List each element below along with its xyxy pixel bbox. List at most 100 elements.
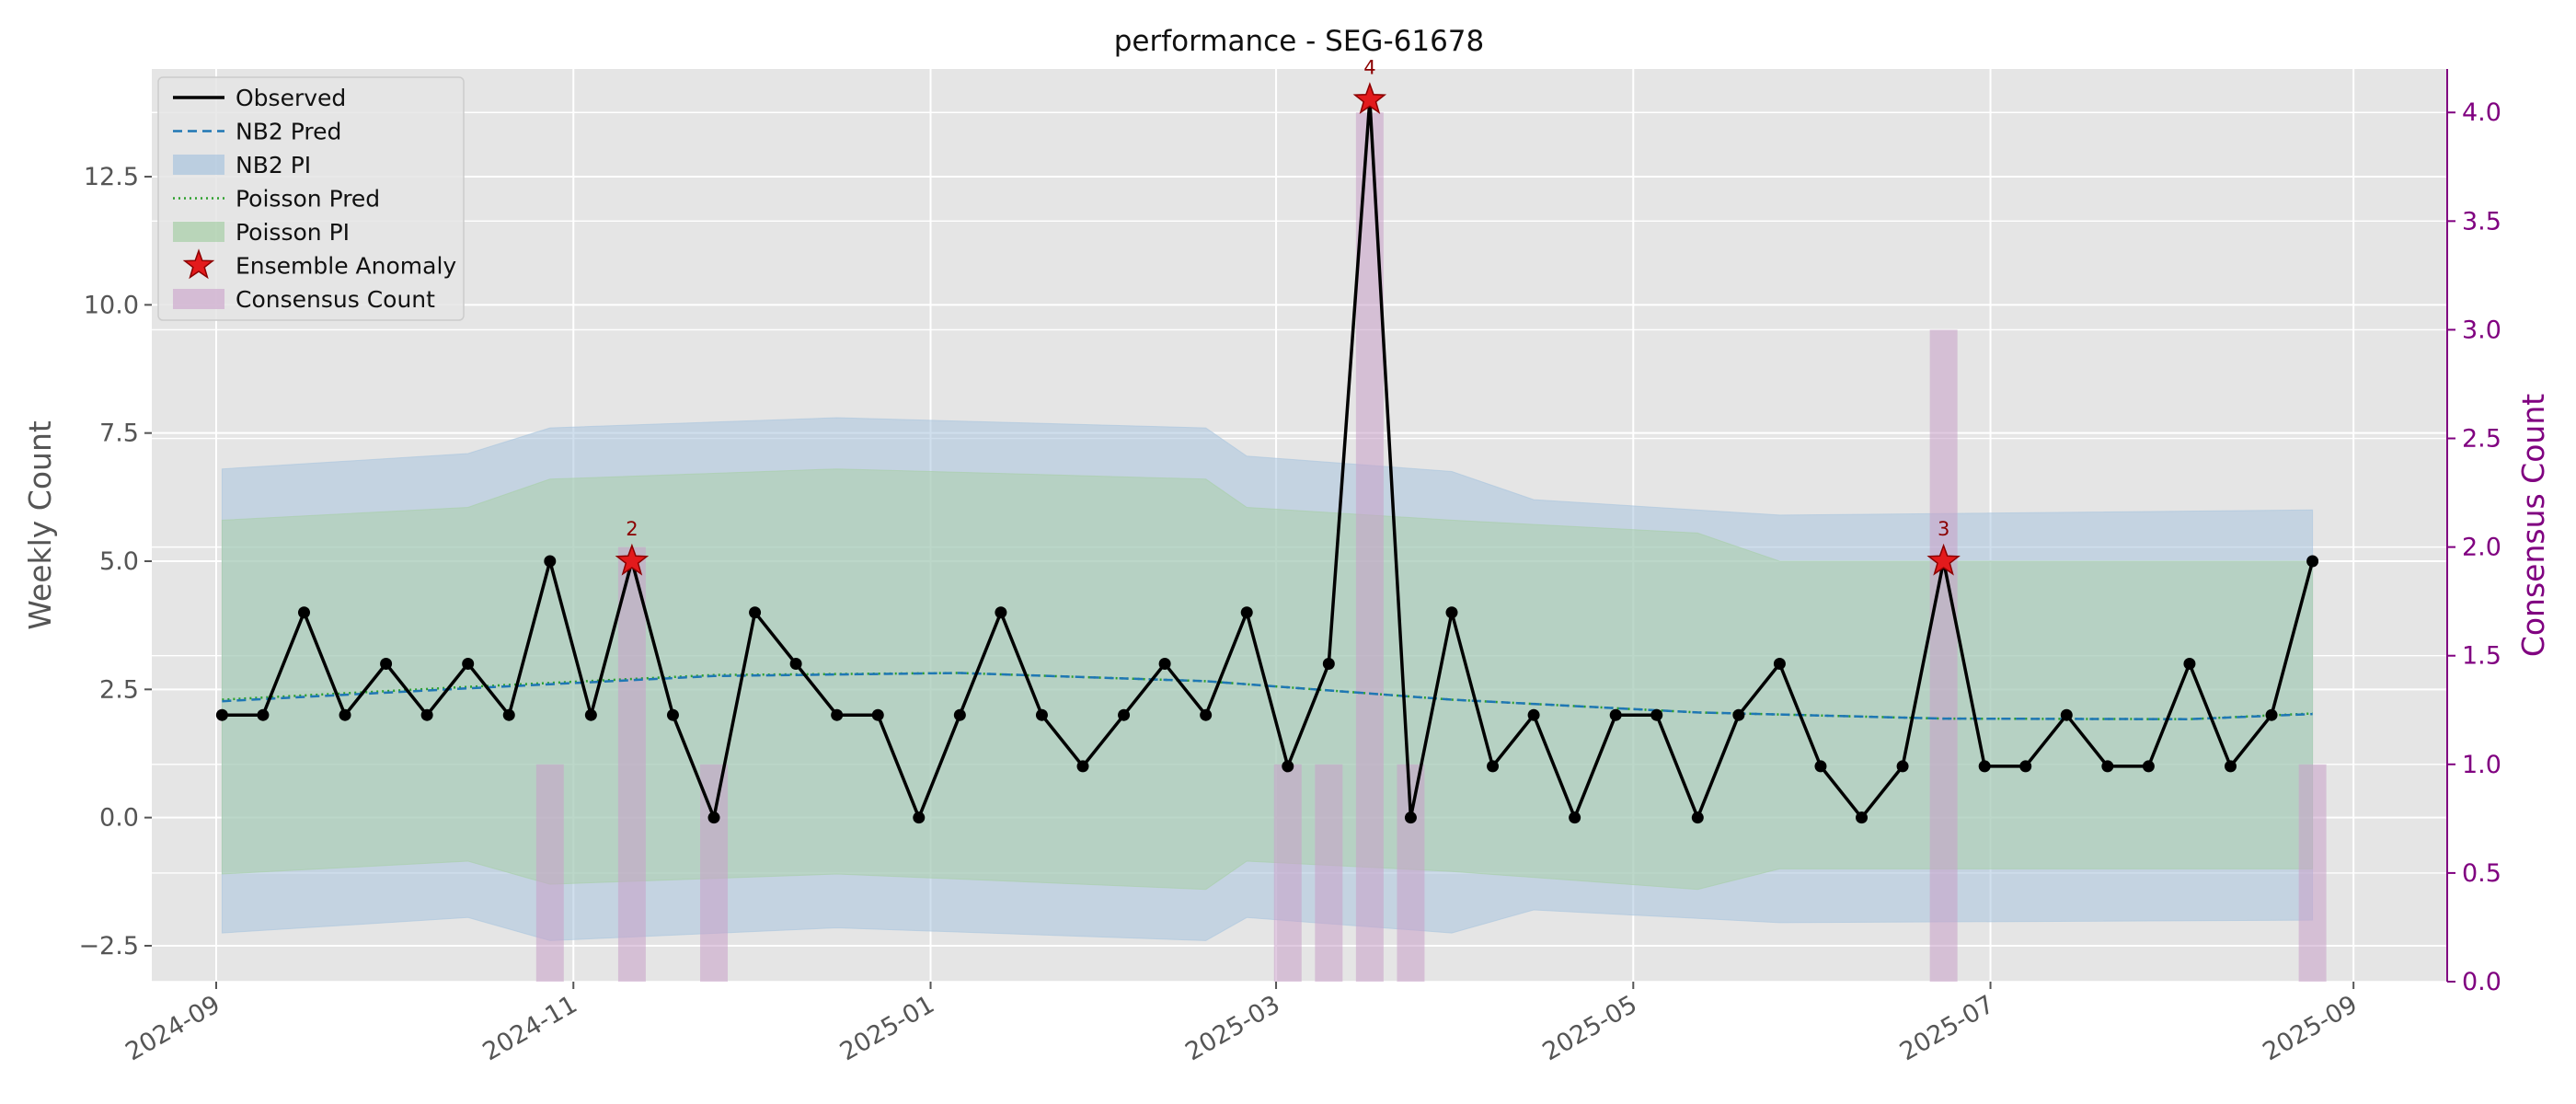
prediction-bands [221,417,2314,941]
observed-point [1035,708,1048,721]
observed-point [544,555,557,568]
observed-point [2306,555,2319,568]
observed-point [1691,811,1704,824]
observed-point [1158,657,1171,670]
x-tick-label: 2025-03 [1180,990,1284,1066]
y-axis-title: Weekly Count [22,420,58,630]
observed-point [1732,708,1745,721]
legend: Observed NB2 Pred NB2 PI Poisson Pred Poisso… [157,76,465,321]
observed-point [2142,760,2155,773]
observed-point [1445,606,1458,619]
x-tick-label: 2025-09 [2258,990,2362,1066]
legend-label: Poisson Pred [236,186,380,213]
x-tick-label: 2025-01 [835,990,939,1066]
observed-point [995,606,1007,619]
observed-point [502,708,515,721]
legend-swatch-anomaly [182,248,215,280]
legend-label: Consensus Count [236,286,435,313]
consensus-bar [1929,329,1958,982]
anomaly-label: 3 [1938,518,1949,540]
observed-point [2265,708,2278,721]
y2-tick-label: 3.0 [2462,316,2501,344]
x-tick-label: 2025-05 [1538,990,1642,1066]
anomaly-star [615,543,650,576]
observed-point [913,811,926,824]
legend-label: NB2 PI [236,152,311,178]
consensus-bar [535,764,564,982]
observed-point [1650,708,1663,721]
observed-point [1240,606,1253,619]
observed-point [871,708,884,721]
y-tick-label: 12.5 [84,163,139,191]
observed-point [2225,760,2237,773]
observed-point [257,708,270,721]
legend-label: Ensemble Anomaly [236,253,456,280]
observed-line [222,98,2315,820]
consensus-bar [1315,764,1343,982]
observed-point [420,708,433,721]
observed-point [2183,657,2196,670]
observed-point [707,811,720,824]
consensus-bar [1273,764,1302,982]
anomaly-markers: 2 4 3 [615,56,1961,576]
observed-point [2019,760,2032,773]
observed-points [215,93,2319,824]
y-tick-label: 10.0 [84,291,139,319]
anomaly-star [1926,543,1961,576]
observed-point [749,606,762,619]
y-tick-label: 7.5 [99,420,139,448]
x-tick-label: 2024-11 [478,990,582,1066]
observed-point [462,657,475,670]
x-tick-label: 2024-09 [121,990,224,1066]
y2-tick-label: 0.5 [2462,859,2501,888]
x-tick-label: 2025-07 [1895,990,1999,1066]
observed-point [2101,760,2114,773]
consensus-bar [700,764,729,982]
observed-point [1773,657,1786,670]
legend-box [157,76,465,321]
legend-swatch-poisson-pi [173,222,224,242]
anomaly-star [1352,82,1387,114]
observed-point [1200,708,1213,721]
y2-tick-label: 0.0 [2462,968,2501,996]
observed-point [1118,708,1131,721]
consensus-bar [617,546,646,982]
observed-point [1856,811,1869,824]
observed-point [215,708,228,721]
y2-tick-label: 1.5 [2462,642,2501,671]
observed-point [584,708,597,721]
y-tick-label: 0.0 [99,804,139,833]
observed-point [953,708,966,721]
legend-label: Observed [236,85,346,111]
observed-point [1978,760,1991,773]
observed-point [666,708,679,721]
legend-label: NB2 Pred [236,119,341,145]
y-tick-label: −2.5 [78,932,139,960]
observed-point [1527,708,1540,721]
y2-tick-label: 1.0 [2462,751,2501,779]
y2-axis-title: Consensus Count [2515,394,2551,657]
observed-point [1487,760,1500,773]
x-axis: 2024-09 2024-11 2025-01 2025-03 2025-05 2025-… [121,982,2363,1066]
legend-swatch-nb2-pi [173,155,224,175]
y2-tick-label: 4.0 [2462,98,2501,127]
observed-point [831,708,844,721]
y-tick-label: 5.0 [99,547,139,576]
y2-tick-label: 2.5 [2462,425,2501,454]
y2-tick-label: 2.0 [2462,534,2501,562]
observed-point [789,657,802,670]
observed-point [1322,657,1335,670]
observed-point [1404,811,1417,824]
chart-title: performance - SEG-61678 [1114,25,1485,58]
observed-point [1282,760,1294,773]
y-axis-left: −2.5 0.0 2.5 5.0 7.5 10.0 12.5 [78,163,152,960]
observed-point [1814,760,1827,773]
observed-point [380,657,393,670]
anomaly-label: 4 [1363,56,1375,78]
observed-point [1896,760,1909,773]
legend-label: Poisson PI [236,219,350,246]
observed-point [2060,708,2073,721]
observed-point [297,606,310,619]
consensus-bar [2298,764,2327,982]
